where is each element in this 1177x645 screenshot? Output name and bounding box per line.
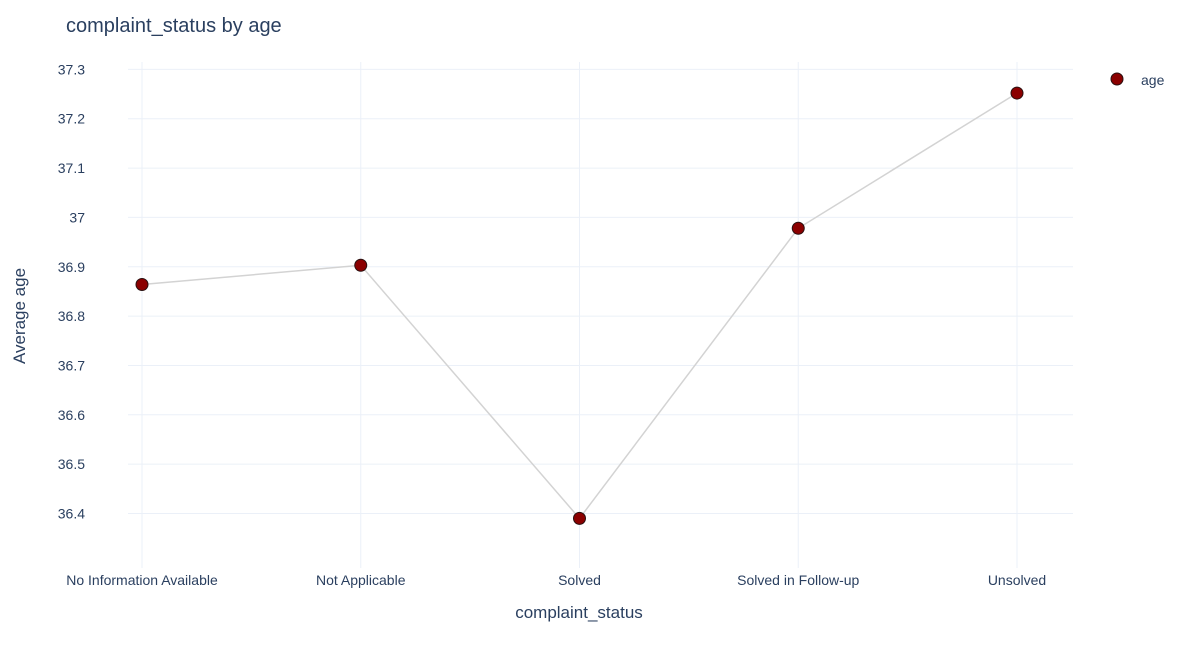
data-point[interactable] (791, 221, 805, 235)
y-tick-label: 37.3 (58, 61, 85, 77)
x-tick-label: No Information Available (66, 572, 218, 588)
x-tick-label: Solved in Follow-up (737, 572, 859, 588)
data-point[interactable] (354, 258, 368, 272)
grid (128, 62, 1073, 568)
y-tick-label: 37 (69, 209, 85, 225)
chart-title: complaint_status by age (66, 15, 282, 37)
legend-marker-age (1110, 72, 1124, 86)
data-point[interactable] (1010, 86, 1024, 100)
x-axis-ticks: No Information Available Not Applicable So… (66, 572, 1046, 588)
y-tick-label: 36.8 (58, 308, 85, 324)
legend[interactable]: age (1110, 72, 1165, 88)
x-tick-label: Unsolved (988, 572, 1046, 588)
y-tick-label: 37.1 (58, 160, 85, 176)
data-points (135, 86, 1024, 525)
y-tick-label: 36.9 (58, 259, 85, 275)
y-tick-label: 36.5 (58, 456, 85, 472)
y-tick-label: 37.2 (58, 111, 85, 127)
y-tick-label: 36.4 (58, 505, 85, 521)
x-axis-title: complaint_status (515, 603, 643, 622)
x-tick-label: Solved (558, 572, 601, 588)
y-axis-title: Average age (10, 268, 29, 364)
data-point[interactable] (135, 278, 149, 292)
y-axis-ticks: 36.4 36.5 36.6 36.7 36.8 36.9 37 37.1 37.2 37.3 (58, 61, 85, 521)
x-tick-label: Not Applicable (316, 572, 406, 588)
legend-label-age: age (1141, 72, 1165, 88)
y-tick-label: 36.7 (58, 357, 85, 373)
data-point[interactable] (573, 511, 586, 525)
y-tick-label: 36.6 (58, 407, 85, 423)
